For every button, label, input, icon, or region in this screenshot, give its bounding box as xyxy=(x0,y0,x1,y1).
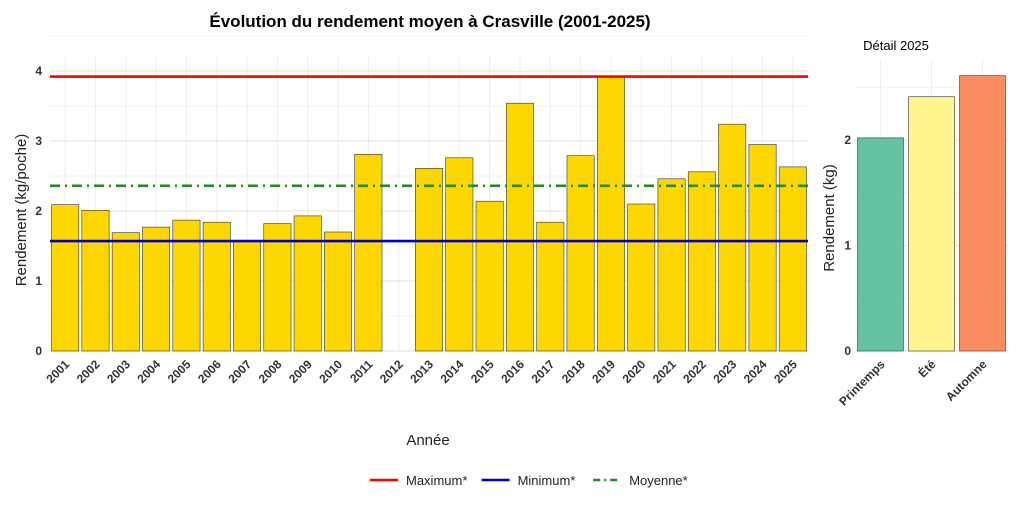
y-tick-label: 3 xyxy=(35,134,42,148)
y-tick-label: 4 xyxy=(35,64,42,78)
side-x-tick-labels: Printemps Été Automne xyxy=(836,356,990,408)
bar-2019 xyxy=(596,76,625,352)
bar-2024 xyxy=(748,144,777,352)
bar-printemps xyxy=(857,137,904,352)
x-tick-label: 2023 xyxy=(711,357,740,386)
bar-2015 xyxy=(475,200,504,352)
bar-2002 xyxy=(81,210,110,352)
y-tick-label: 1 xyxy=(35,274,42,288)
x-tick-label: 2003 xyxy=(104,357,133,386)
bar-2006 xyxy=(202,221,231,352)
x-tick-label: 2007 xyxy=(225,357,254,386)
bar-2022 xyxy=(687,171,716,352)
y-tick-label: 2 xyxy=(35,204,42,218)
side-y-axis-label: Rendement (kg) xyxy=(821,164,838,272)
x-tick-label: 2014 xyxy=(438,357,467,386)
reference-lines xyxy=(50,75,808,243)
x-tick-label: Été xyxy=(915,356,939,380)
x-tick-label: 2008 xyxy=(256,357,285,386)
x-tick-label: 2013 xyxy=(407,357,436,386)
main-y-tick-labels: 0 1 2 3 4 xyxy=(35,64,42,358)
bar-2021 xyxy=(657,178,686,352)
side-chart-title: Détail 2025 xyxy=(863,38,929,53)
side-bars xyxy=(857,75,1006,352)
main-bars xyxy=(51,76,807,352)
bar-2023 xyxy=(718,123,747,352)
x-tick-label: 2020 xyxy=(620,357,649,386)
bar-2017 xyxy=(536,221,565,352)
side-y-tick-labels: 0 1 2 xyxy=(844,133,851,358)
x-tick-label: 2025 xyxy=(771,357,800,386)
main-chart-title: Évolution du rendement moyen à Crasville… xyxy=(209,12,650,31)
main-x-tick-labels: 2001 2002 2003 2004 2005 2006 2007 2008 2009 2010… xyxy=(43,357,800,386)
x-tick-label: Printemps xyxy=(836,357,888,409)
y-tick-label: 0 xyxy=(35,344,42,358)
x-tick-label: 2011 xyxy=(347,357,376,386)
bar-2016 xyxy=(506,102,534,352)
bar-2005 xyxy=(172,219,201,352)
x-tick-label: 2004 xyxy=(134,357,163,386)
bar-2025 xyxy=(778,166,807,352)
bar-2010 xyxy=(324,231,352,352)
y-tick-label: 0 xyxy=(844,344,851,358)
bar-2009 xyxy=(293,215,322,352)
main-x-axis-label: Année xyxy=(406,432,449,449)
x-tick-label: 2010 xyxy=(316,357,345,386)
x-tick-label: 2012 xyxy=(377,357,406,386)
y-tick-label: 2 xyxy=(844,133,851,147)
x-tick-label: Automne xyxy=(943,357,990,404)
bar-2003 xyxy=(111,232,140,352)
legend-item-maximum: Maximum* xyxy=(370,473,467,488)
x-tick-label: 2016 xyxy=(498,357,527,386)
bar-2020 xyxy=(627,203,656,352)
legend-item-moyenne: Moyenne* xyxy=(593,473,688,488)
bar-2004 xyxy=(142,226,171,352)
x-tick-label: 2017 xyxy=(529,357,558,386)
legend-label: Moyenne* xyxy=(629,473,688,488)
legend-label: Minimum* xyxy=(518,473,576,488)
x-tick-label: 2001 xyxy=(43,357,72,386)
bar-été xyxy=(908,96,955,352)
legend-item-minimum: Minimum* xyxy=(481,473,576,488)
x-tick-label: 2019 xyxy=(589,357,618,386)
legend-label: Maximum* xyxy=(406,473,467,488)
x-tick-label: 2021 xyxy=(650,357,679,386)
x-tick-label: 2018 xyxy=(559,357,588,386)
x-tick-label: 2022 xyxy=(680,357,709,386)
x-tick-label: 2024 xyxy=(741,357,770,386)
bar-2014 xyxy=(445,157,474,352)
bar-2018 xyxy=(566,155,595,352)
bar-2001 xyxy=(51,204,80,352)
x-tick-label: 2002 xyxy=(74,357,103,386)
x-tick-label: 2006 xyxy=(195,357,224,386)
bar-automne xyxy=(959,75,1006,352)
y-tick-label: 1 xyxy=(844,239,851,253)
bar-2011 xyxy=(354,154,383,352)
x-tick-label: 2015 xyxy=(468,357,497,386)
x-tick-label: 2009 xyxy=(286,357,315,386)
bar-2013 xyxy=(415,168,443,352)
bar-2007 xyxy=(233,240,262,352)
main-y-axis-label: Rendement (kg/poche) xyxy=(13,134,30,287)
bar-2008 xyxy=(263,223,292,352)
legend: Maximum* Minimum* Moyenne* xyxy=(370,473,688,488)
x-tick-label: 2005 xyxy=(165,357,194,386)
